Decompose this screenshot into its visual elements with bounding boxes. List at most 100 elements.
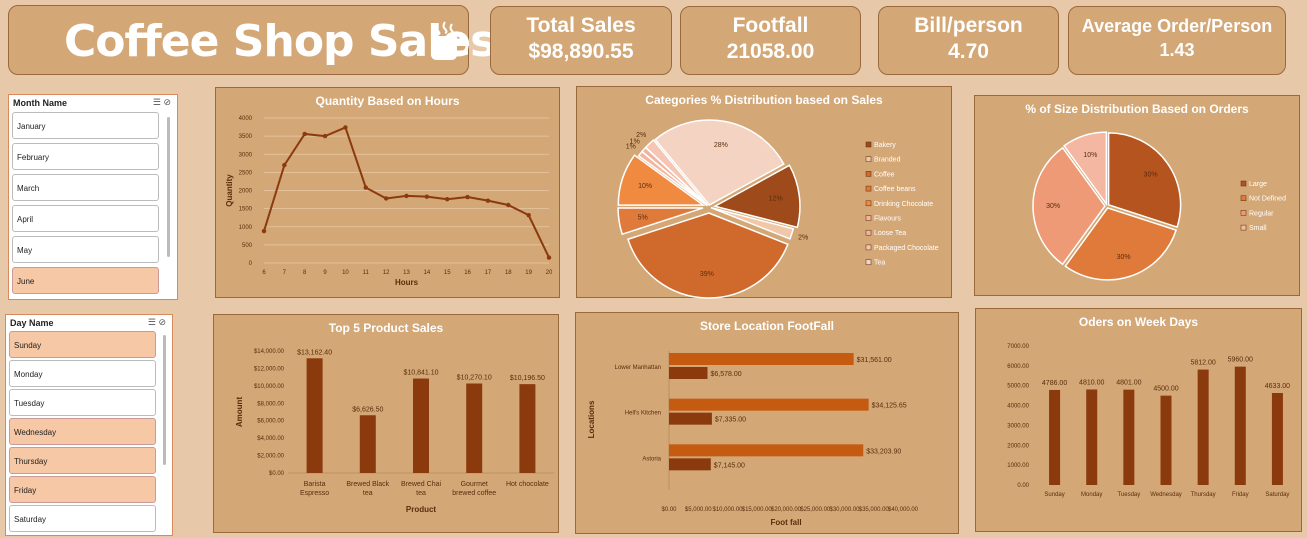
kpi-value: 21058.00 [726,40,815,63]
x-tick-label: 10 [342,270,349,276]
y-tick-label: 4000.00 [1007,404,1029,410]
month-slicer: Month Name ☰ ⊘ January February March Ap… [8,94,178,300]
slicer-item-thursday[interactable]: Thursday [9,447,156,474]
data-label: 5960.00 [1228,357,1253,364]
slicer-item-wednesday[interactable]: Wednesday [9,418,156,445]
title-card: Coffee Shop Sales [8,5,496,75]
chart-hours: Quantity Based on Hours 0 500 1000 1500 2000… [215,87,560,298]
data-point [546,255,552,260]
kpi-footfall: Footfall 21058.00 [680,6,861,75]
pie-slice [712,164,801,229]
pie-slice [627,212,789,299]
legend-label: Branded [874,157,901,164]
data-label: $10,270.10 [457,375,492,382]
legend-swatch [1240,224,1247,231]
legend-label: Large [1249,181,1267,188]
x-tick-label: 17 [485,270,492,276]
kpi-bill-per-person: Bill/person 4.70 [878,6,1059,75]
data-label: 28% [714,142,728,149]
legend-swatch [865,229,872,236]
chart-products: Top 5 Product Sales $0.00 $2,000.00 $4,000… [213,314,559,533]
legend-swatch [865,200,872,207]
x-tick-label: $40,000.00 [888,507,919,513]
legend-swatch [865,259,872,265]
y-tick-label: $0.00 [269,471,285,477]
multi-select-icon[interactable]: ☰ [147,317,156,327]
bar [1271,393,1283,485]
x-tick-label: Brewed Chai [401,481,442,488]
legend-swatch [1240,180,1247,187]
x-tick-label: tea [416,490,426,497]
x-tick-label: 18 [505,270,512,276]
x-tick-label: 13 [403,270,410,276]
x-tick-label: $20,000.00 [771,507,802,513]
y-tick-label: 1000 [239,225,253,231]
bar [669,412,712,425]
x-tick-label: Wednesday [1150,492,1182,498]
data-label: 4801.00 [1116,380,1141,387]
slicer-scrollbar[interactable] [163,335,166,465]
x-tick-label: 6 [262,270,266,276]
slicer-item-tuesday[interactable]: Tuesday [9,389,156,416]
data-point [526,212,531,218]
x-tick-label: brewed coffee [452,490,496,497]
slicer-item-friday[interactable]: Friday [9,476,156,503]
kpi-label: Bill/person [914,14,1023,37]
y-tick-label: 6000.00 [1007,364,1029,370]
x-tick-label: Saturday [1265,492,1289,498]
data-label: 4500.00 [1153,386,1178,393]
pie-slice [644,138,709,207]
clear-filter-icon[interactable]: ⊘ [163,97,171,107]
data-label: 4633.00 [1265,383,1290,390]
bar [466,383,483,473]
y-tick-label: $2,000.00 [257,454,284,460]
y-axis-title: Amount [235,397,244,428]
chart-title: Store Location FootFall [700,319,834,333]
slicer-item-saturday[interactable]: Saturday [9,505,156,532]
slicer-scrollbar[interactable] [167,117,170,257]
data-label: $13,162.40 [297,349,332,356]
data-point [506,202,511,208]
slicer-item-april[interactable]: April [12,205,159,232]
data-point [261,228,267,234]
legend-swatch [865,244,872,251]
legend-label: Tea [874,260,885,267]
bar [669,398,869,411]
x-tick-label: Espresso [300,490,329,497]
slicer-item-may[interactable]: May [12,236,159,263]
sizes-pie-chart: 30% 30% 30% 10% Large Not Defined Regular Small [1032,131,1286,281]
legend-swatch [865,171,872,177]
data-label: $33,203.90 [866,448,901,455]
slicer-item-february[interactable]: February [12,143,159,170]
y-tick-label: 1500 [239,207,253,213]
data-point [282,162,287,168]
bar [1086,389,1098,485]
legend-label: Regular [1249,210,1274,217]
slicer-item-march[interactable]: March [12,174,159,201]
chart-weekdays: Oders on Week Days 0.00 1000.00 2000.00 300… [975,308,1302,532]
bar [1123,389,1135,485]
slicer-item-monday[interactable]: Monday [9,360,156,387]
x-tick-label: $5,000.00 [685,507,712,513]
clear-filter-icon[interactable]: ⊘ [158,317,166,327]
x-tick-label: 20 [546,270,553,276]
data-label: 5% [638,215,648,222]
data-label: $10,841.10 [403,370,438,377]
y-tick-label: $10,000.00 [254,384,285,390]
legend-swatch [1240,210,1247,216]
x-tick-label: $25,000.00 [800,507,831,513]
slicer-item-january[interactable]: January [12,112,159,139]
data-label: 30% [1144,171,1158,178]
data-label: 10% [638,183,652,190]
y-tick-label: Lower Manhattan [615,365,661,371]
slicer-item-sunday[interactable]: Sunday [9,331,156,358]
multi-select-icon[interactable]: ☰ [152,97,161,107]
kpi-value: 1.43 [1159,40,1195,60]
data-label: 39% [700,271,714,278]
slicer-item-june[interactable]: June [12,267,159,294]
kpi-label: Average Order/Person [1081,16,1273,36]
y-tick-label: 2500 [239,170,253,176]
bar [359,415,376,473]
x-tick-label: 12 [383,270,390,276]
bar [669,367,708,379]
